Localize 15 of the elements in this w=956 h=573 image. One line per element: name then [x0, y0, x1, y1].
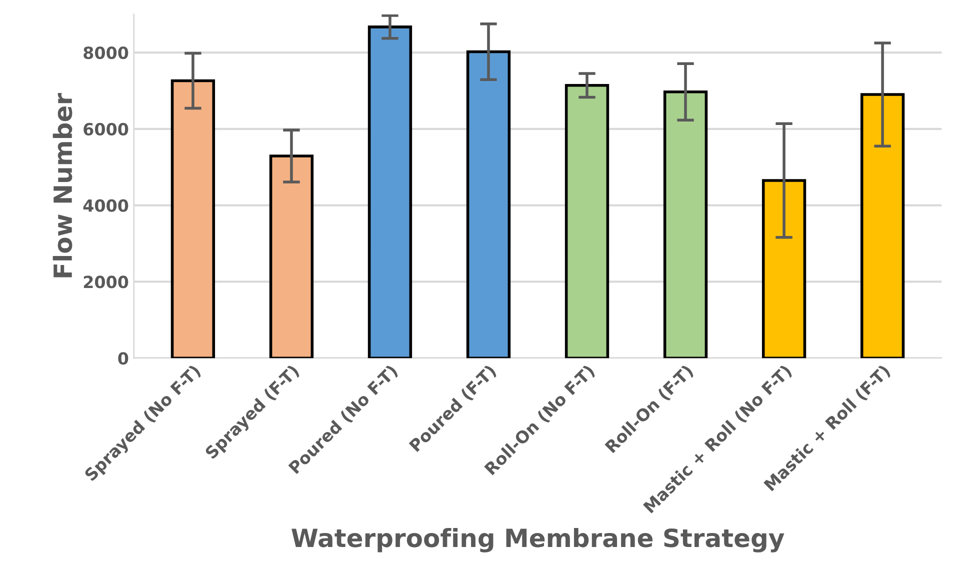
bar — [564, 84, 610, 358]
bar — [663, 90, 708, 358]
bar — [860, 93, 905, 358]
bar — [269, 154, 314, 358]
y-tick-label: 4000 — [83, 199, 128, 212]
y-tick-label: 2000 — [84, 276, 128, 288]
y-axis-title: Flow Number — [52, 93, 72, 278]
bar — [466, 50, 511, 358]
y-tick-label: 0 — [118, 352, 128, 365]
bar — [368, 26, 412, 358]
x-axis-title: Waterproofing Membrane Strategy — [292, 528, 784, 552]
bar — [170, 79, 216, 358]
y-tick-label: 6000 — [84, 122, 128, 136]
y-tick-label: 8000 — [84, 46, 128, 60]
bar — [762, 179, 806, 358]
